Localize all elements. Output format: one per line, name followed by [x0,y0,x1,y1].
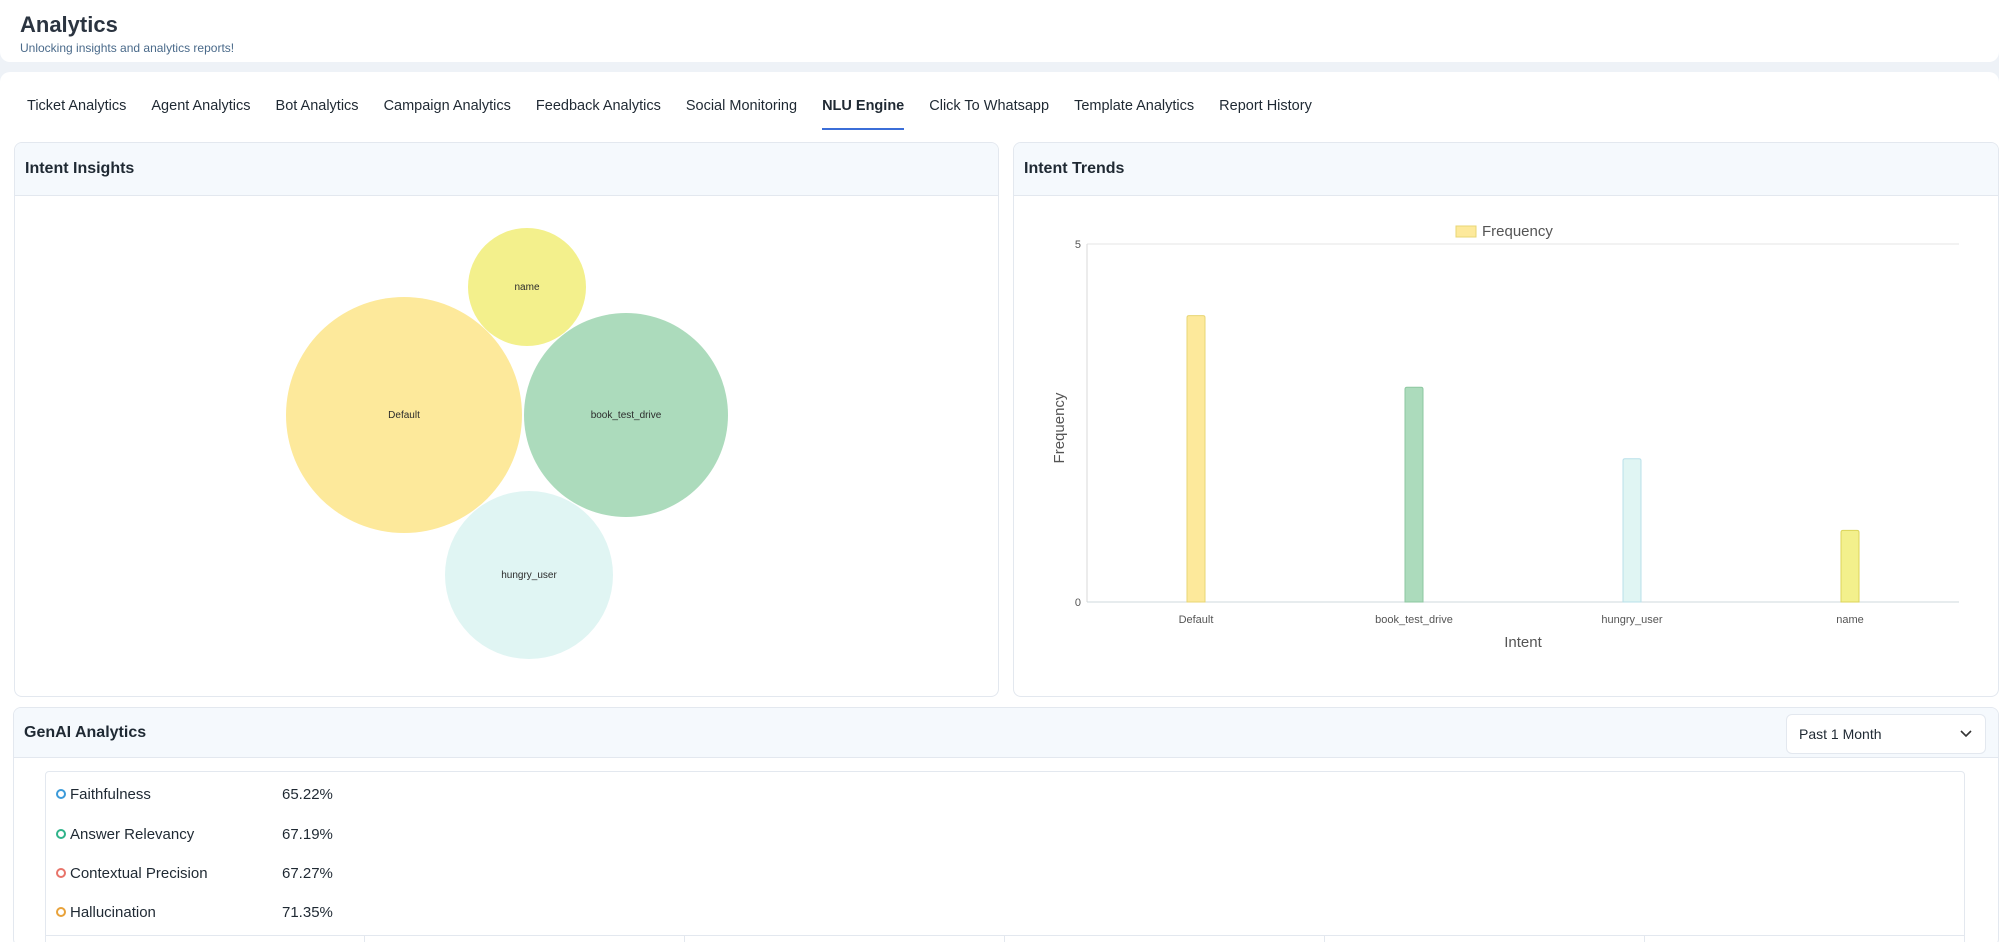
x-ticks-group: Default book_test_drive hungry_user name [1179,614,1864,626]
faithfulness-legend-icon[interactable] [56,789,66,799]
x-tick-label: hungry_user [1601,614,1662,626]
period-select-value: Past 1 Month [1799,726,1882,742]
metric-value: 71.35% [282,903,333,921]
x-axis-title: Intent [1504,634,1542,651]
genai-title: GenAI Analytics [24,723,147,741]
y-tick-5: 5 [1075,239,1081,251]
analytics-tabs: Ticket Analytics Agent Analytics Bot Ana… [18,72,1328,130]
metric-row-faithfulness: Faithfulness 65.22% [56,783,333,805]
bubble-label-book-test-drive: book_test_drive [591,410,662,421]
metric-value: 65.22% [282,785,333,803]
page-header: Analytics Unlocking insights and analyti… [0,0,1999,62]
tab-social-monitoring[interactable]: Social Monitoring [685,98,798,114]
chart-grid-line [1004,936,1005,942]
page-title: Analytics [20,12,118,37]
metric-name: Contextual Precision [70,864,208,882]
tab-ticket-analytics[interactable]: Ticket Analytics [27,98,127,114]
bubble-label-name: name [514,282,539,293]
intent-trends-title: Intent Trends [1014,143,1998,196]
answer-relevancy-legend-icon[interactable] [56,829,66,839]
tab-agent-analytics[interactable]: Agent Analytics [151,98,251,114]
x-tick-label: Default [1179,614,1214,626]
x-tick-label: name [1836,614,1864,626]
tab-report-history[interactable]: Report History [1219,98,1312,114]
chart-grid-line [684,936,685,942]
intent-insights-title: Intent Insights [15,143,998,196]
legend-swatch-frequency [1455,225,1477,238]
genai-header: GenAI Analytics [14,708,1998,758]
tab-campaign-analytics[interactable]: Campaign Analytics [383,98,511,114]
bars-group [1186,315,1860,603]
bubble-label-default: Default [388,410,420,421]
intent-trends-card: Intent Trends Frequency 5 0 Frequency In… [1013,142,1999,697]
tab-feedback-analytics[interactable]: Feedback Analytics [535,98,661,114]
metric-row-hallucination: Hallucination 71.35% [56,901,333,923]
chart-grid-line [1324,936,1325,942]
metric-row-contextual-precision: Contextual Precision 67.27% [56,862,333,884]
bubble-book-test-drive[interactable]: book_test_drive [524,313,728,517]
chart-grid-line [1644,936,1645,942]
tab-bot-analytics[interactable]: Bot Analytics [275,98,359,114]
y-tick-0: 0 [1075,597,1081,609]
legend-label-frequency: Frequency [1482,223,1553,240]
tab-nlu-engine[interactable]: NLU Engine [813,72,913,130]
contextual-precision-legend-icon[interactable] [56,868,66,878]
bubble-label-hungry-user: hungry_user [501,570,557,581]
intent-insights-card: Intent Insights name Default book_test_d… [14,142,999,697]
tab-template-analytics[interactable]: Template Analytics [1074,98,1195,114]
bar-default[interactable] [1186,315,1206,603]
chart-grid-line [364,936,365,942]
main-content: Ticket Analytics Agent Analytics Bot Ana… [0,72,1999,942]
period-select[interactable]: Past 1 Month [1786,714,1986,754]
genai-metrics-panel: Faithfulness 65.22% Answer Relevancy 67.… [45,771,1965,942]
metric-value: 67.19% [282,825,333,843]
hallucination-legend-icon[interactable] [56,907,66,917]
metric-name: Hallucination [70,903,156,921]
bar-book-test-drive[interactable] [1404,386,1424,603]
tab-click-to-whatsapp[interactable]: Click To Whatsapp [929,98,1050,114]
bubble-chart: name Default book_test_drive hungry_user [286,228,728,659]
bubble-default[interactable]: Default [286,297,522,533]
metric-name: Answer Relevancy [70,825,195,843]
metric-name: Faithfulness [70,785,151,803]
metrics-divider [46,935,1964,936]
metric-row-answer-relevancy: Answer Relevancy 67.19% [56,823,333,845]
genai-analytics-card: GenAI Analytics Past 1 Month Faithfulnes… [13,707,1999,942]
metric-value: 67.27% [282,864,333,882]
bar-name[interactable] [1840,529,1860,603]
page-subtitle: Unlocking insights and analytics reports… [20,41,235,55]
x-tick-label: book_test_drive [1375,614,1453,626]
y-axis-title: Frequency [1051,392,1068,463]
intent-trends-chart: Frequency 5 0 Frequency Intent Default bo… [1051,223,1959,651]
bar-hungry-user[interactable] [1622,458,1642,603]
bubble-hungry-user[interactable]: hungry_user [445,491,613,659]
chevron-down-icon [1959,726,1973,743]
chart-legend[interactable]: Frequency [1455,223,1553,240]
bubble-name[interactable]: name [468,228,586,346]
